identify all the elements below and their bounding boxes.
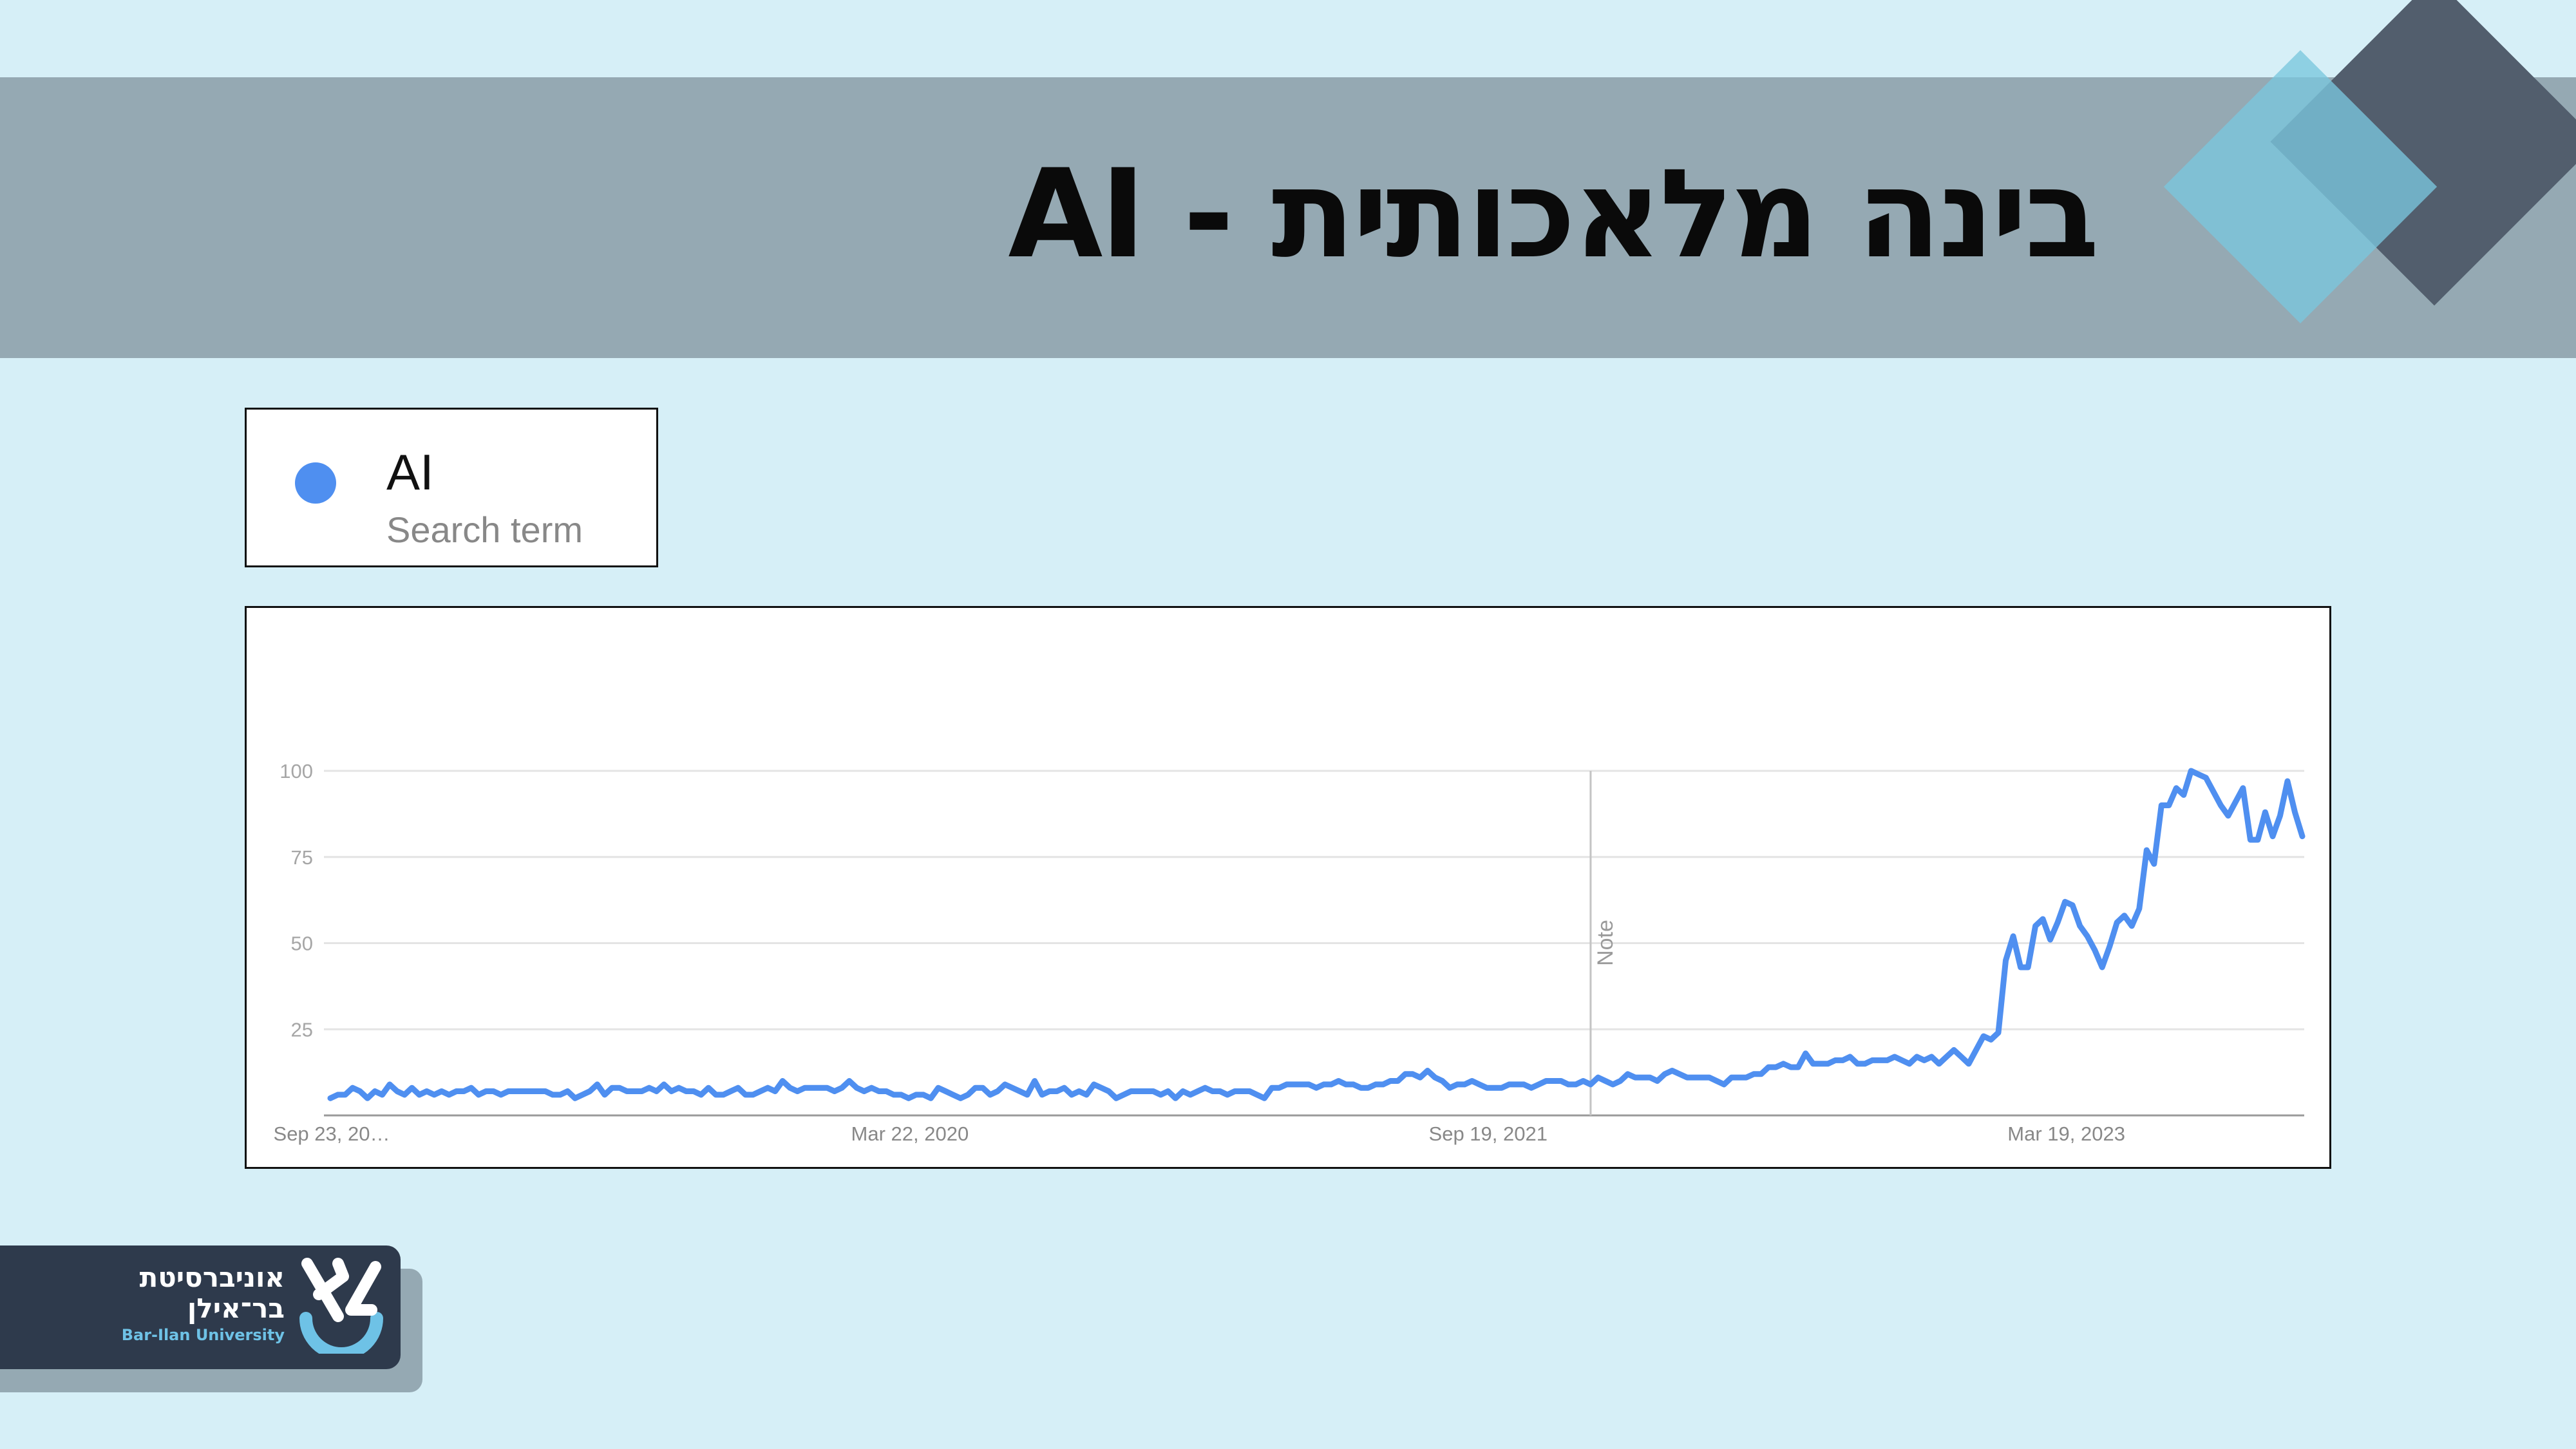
logo-english-name: Bar-Ilan University [121,1326,285,1344]
y-tick-label: 75 [291,846,313,869]
annotation-label: Note [1593,920,1618,966]
logo-emblem-icon [299,1258,383,1354]
header-band [0,77,2576,358]
x-tick-label: Sep 19, 2021 [1429,1122,1548,1145]
y-tick-label: 100 [279,760,313,782]
x-tick-label: Mar 19, 2023 [2007,1122,2125,1145]
trend-chart-svg: 25 50 75 100 Note Sep 23, 20… Mar 22, 2020 Sep … [274,760,2306,1145]
series-line-ai [327,768,2306,1101]
x-tick-label: Mar 22, 2020 [851,1122,969,1145]
logo-text: אוניברסיטת בר־אילן Bar-Ilan University [122,1262,285,1346]
logo-name-line1: אוניברסיטת [139,1262,285,1293]
university-logo: אוניברסיטת בר־אילן Bar-Ilan University [0,1245,401,1369]
slide-title: בינה מלאכותית - AI [1008,143,2099,285]
x-tick-label: Sep 23, 20… [274,1122,390,1145]
y-tick-label: 50 [291,933,313,955]
legend-dot-icon [295,462,336,504]
legend-subtitle: Search term [386,509,583,550]
y-tick-label: 25 [291,1018,313,1041]
legend-term: AI [386,444,434,500]
logo-name-line2: בר־אילן [187,1293,285,1324]
trend-chart: 25 50 75 100 Note Sep 23, 20… Mar 22, 2020 Sep … [245,606,2331,1169]
legend-box: AI Search term [245,408,658,567]
